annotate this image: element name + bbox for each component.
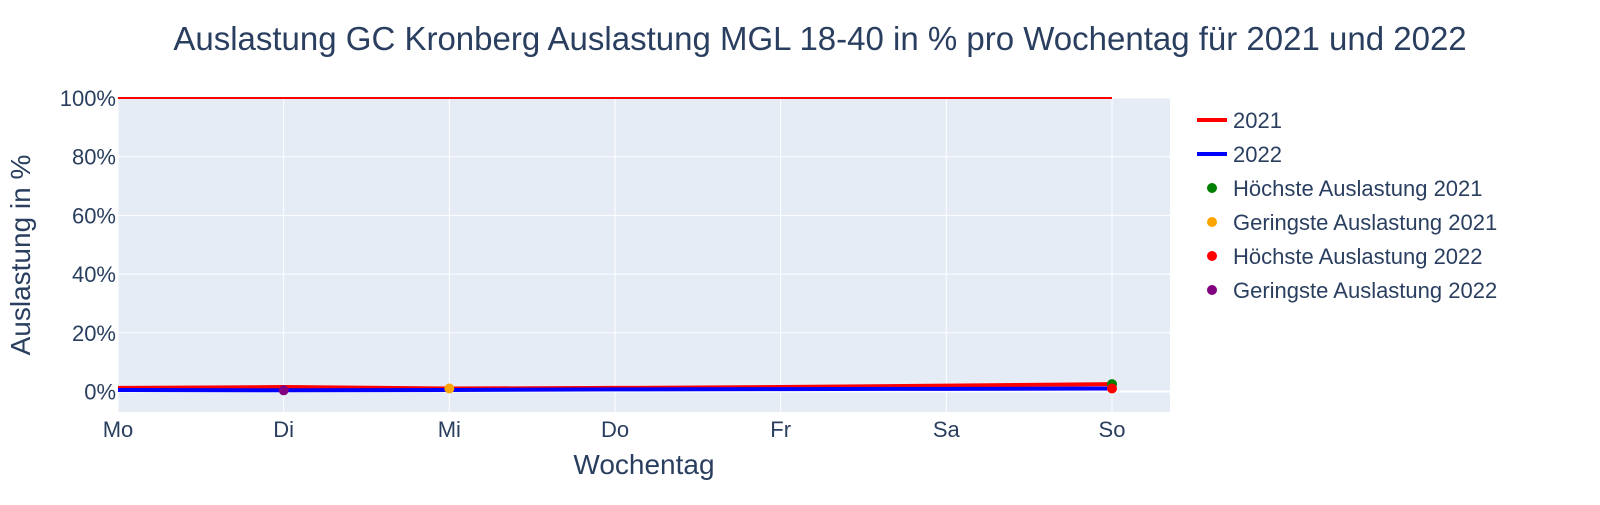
legend-marker-symbol (1207, 251, 1217, 261)
marker-layer (278, 379, 1117, 396)
marker-point-höchste-auslastung-2022 (1107, 383, 1117, 394)
legend-label: 2021 (1233, 108, 1282, 133)
series-line-2022 (117, 386, 1113, 393)
legend-item[interactable]: Geringste Auslastung 2022 (1207, 278, 1497, 303)
legend-label: Geringste Auslastung 2021 (1233, 210, 1497, 235)
x-tick-label: Mo (103, 417, 134, 442)
y-tick-label: 100% (60, 86, 116, 111)
legend-item[interactable]: Höchste Auslastung 2022 (1207, 244, 1483, 269)
x-tick-label: Do (601, 417, 629, 442)
marker-point-geringste-auslastung-2022 (278, 385, 289, 396)
legend-item[interactable]: Geringste Auslastung 2021 (1207, 210, 1497, 235)
x-tick-label: Sa (933, 417, 961, 442)
legend-marker-symbol (1207, 183, 1217, 193)
y-tick-labels: 0% 20% 40% 60% 80% 100% (60, 86, 116, 404)
legend-item[interactable]: 2022 (1197, 142, 1282, 167)
legend-label: Höchste Auslastung 2022 (1233, 244, 1483, 269)
legend-label: 2022 (1233, 142, 1282, 167)
legend-item[interactable]: Höchste Auslastung 2021 (1207, 176, 1483, 201)
legend[interactable]: 2021 2022 Höchste Auslastung 2021 Geringste… (1197, 108, 1497, 303)
y-tick-label: 20% (72, 321, 116, 346)
x-tick-label: Mi (438, 417, 461, 442)
y-tick-label: 0% (84, 379, 116, 404)
y-tick-label: 40% (72, 262, 116, 287)
y-axis-title: Auslastung in % (5, 155, 36, 356)
x-tick-labels: Mo Di Mi Do Fr Sa So (103, 417, 1126, 442)
legend-marker-symbol (1207, 217, 1217, 227)
marker-point-geringste-auslastung-2021 (444, 383, 455, 394)
x-tick-label: Fr (770, 417, 791, 442)
x-axis-title: Wochentag (573, 449, 714, 480)
legend-label: Höchste Auslastung 2021 (1233, 176, 1483, 201)
y-tick-label: 60% (72, 203, 116, 228)
plot-area (118, 98, 1170, 412)
legend-item[interactable]: 2021 (1197, 108, 1282, 133)
legend-label: Geringste Auslastung 2022 (1233, 278, 1497, 303)
y-tick-label: 80% (72, 145, 116, 170)
x-tick-label: Di (273, 417, 294, 442)
x-tick-label: So (1099, 417, 1126, 442)
chart-title: Auslastung GC Kronberg Auslastung MGL 18… (173, 20, 1466, 57)
legend-marker-symbol (1207, 285, 1217, 295)
